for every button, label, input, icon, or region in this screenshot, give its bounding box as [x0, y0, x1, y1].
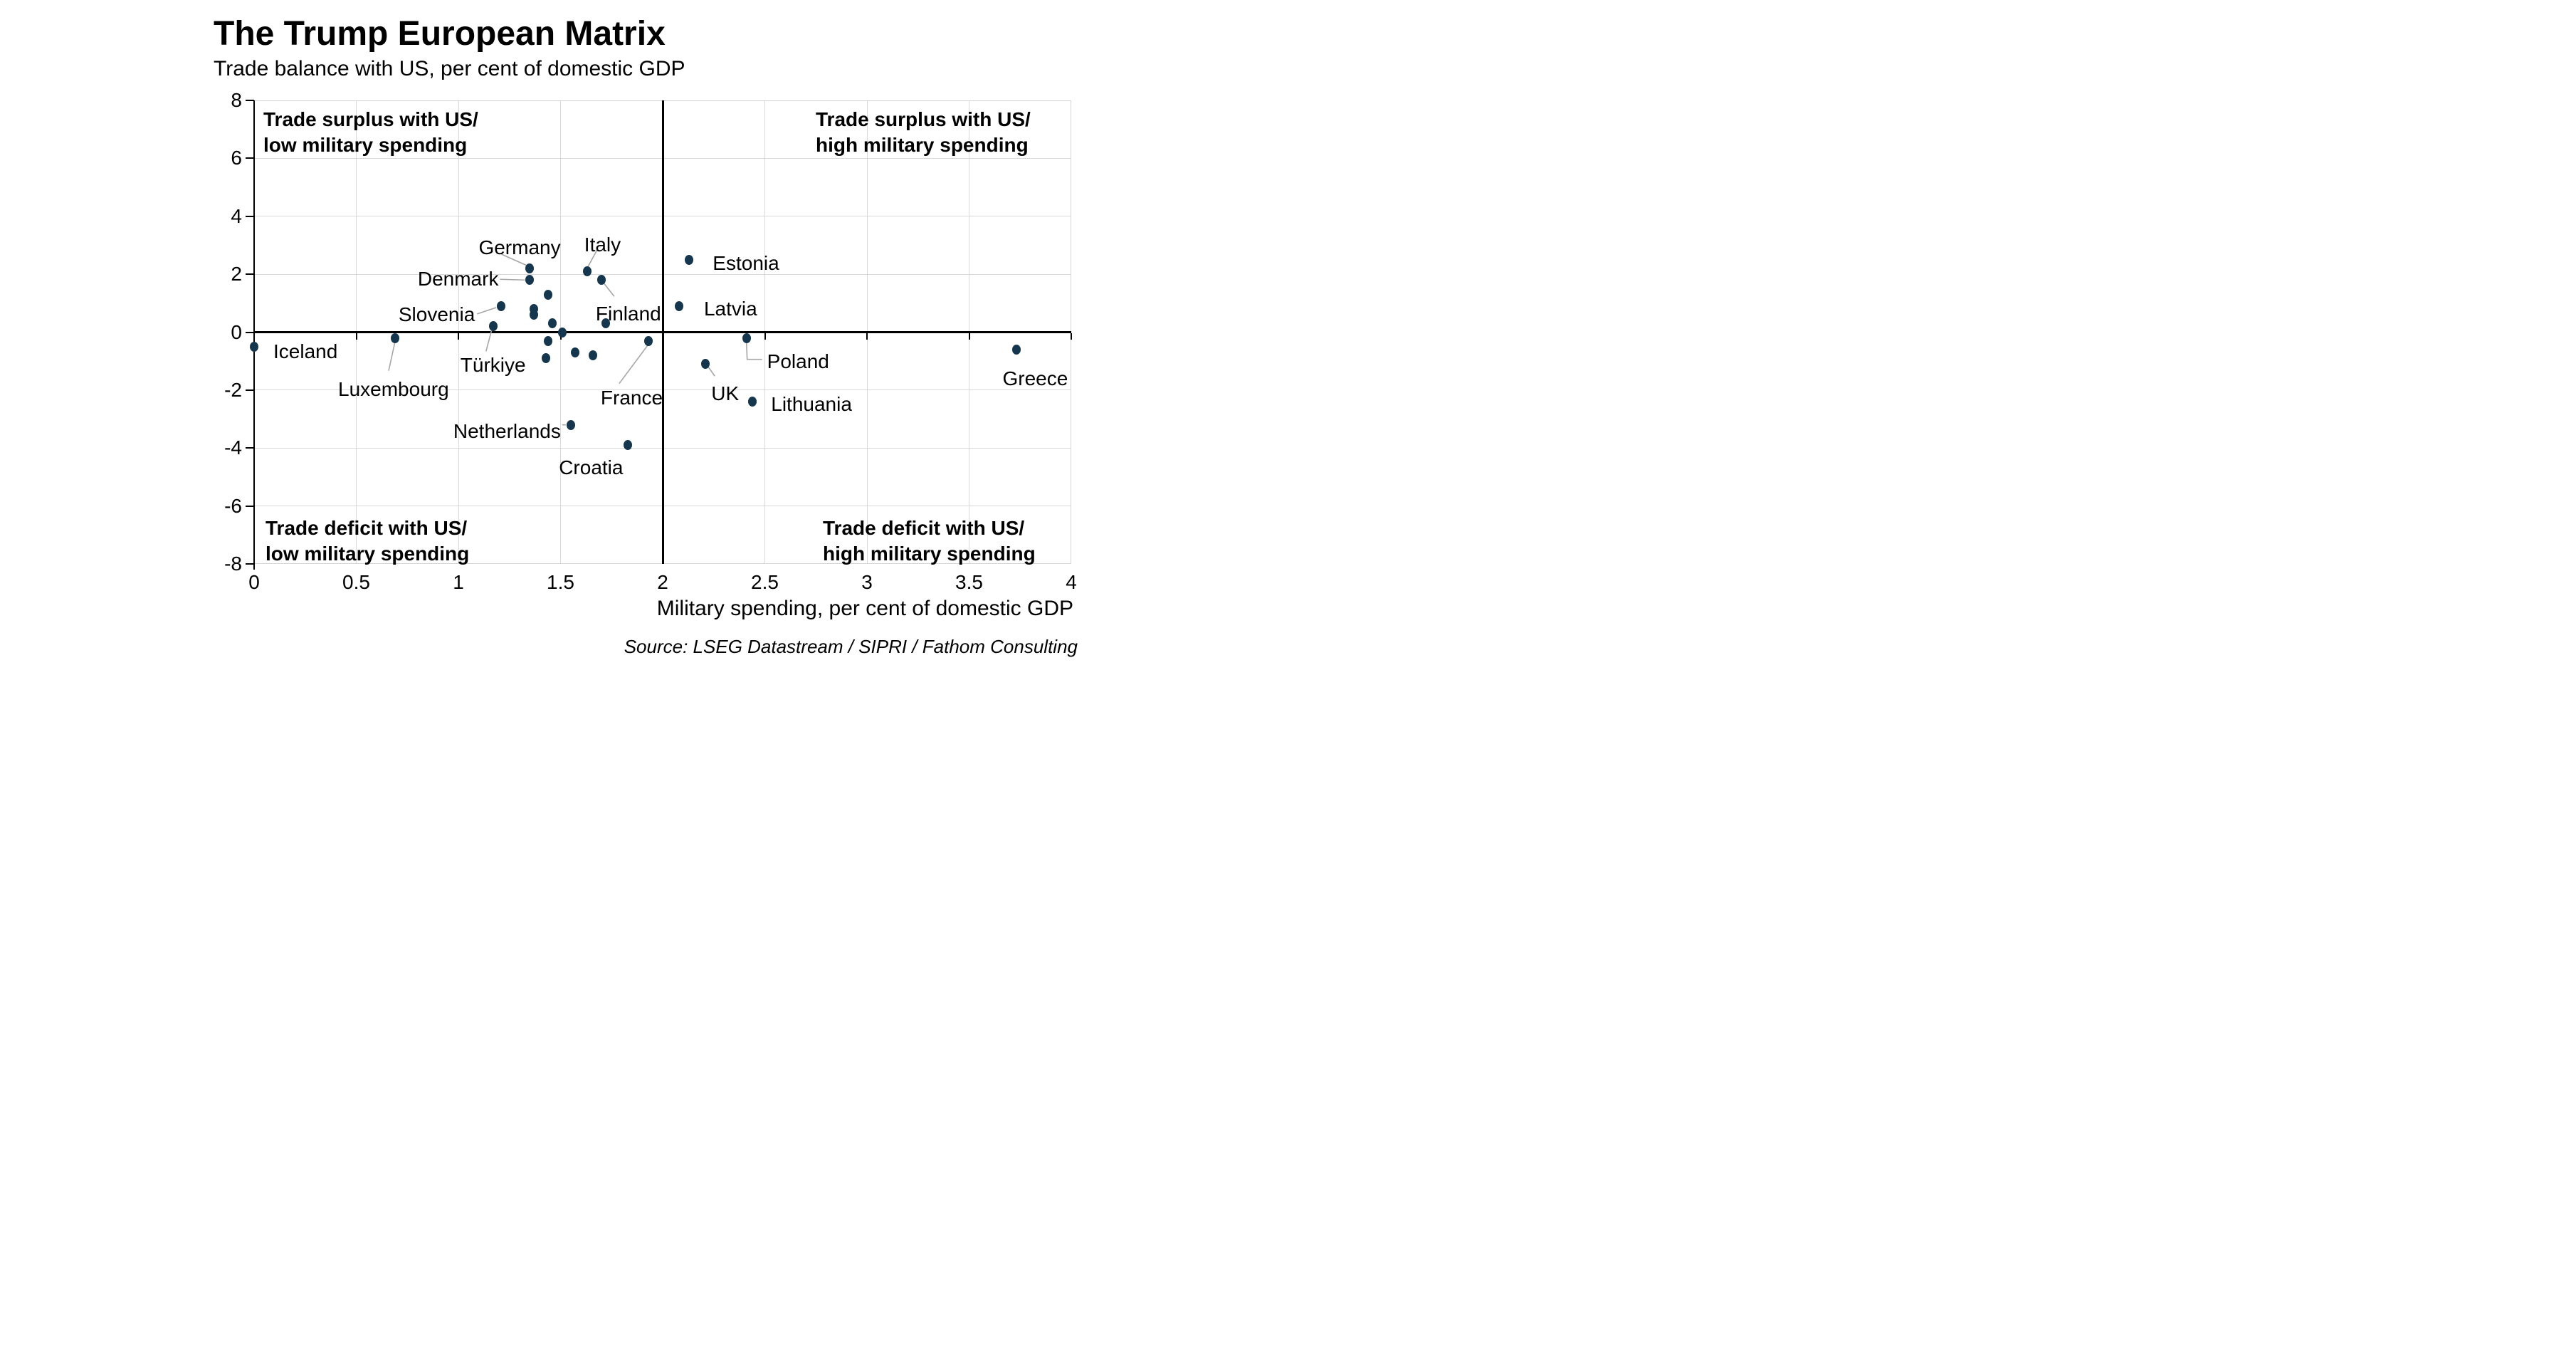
x-tick-label: 3 — [861, 571, 873, 593]
y-tick-label: 2 — [231, 263, 242, 286]
quadrant-label-bottom-left: Trade deficit with US/low military spend… — [266, 517, 470, 565]
data-point-unlabeled — [589, 350, 598, 361]
country-label-netherlands: Netherlands — [453, 419, 561, 442]
leader-line-luxembourg — [388, 341, 396, 371]
data-point-italy — [582, 266, 592, 277]
y-tick-label: 4 — [231, 204, 242, 227]
y-tick-label: -2 — [224, 378, 242, 401]
country-label-türkiye: Türkiye — [460, 354, 526, 377]
y-tick-label: -4 — [224, 436, 242, 459]
y-tick-label: 6 — [231, 147, 242, 169]
country-label-luxembourg: Luxembourg — [338, 377, 449, 400]
y-tick-label: -8 — [224, 553, 242, 575]
y-axis-tick — [246, 331, 254, 333]
y-axis-tick — [246, 563, 254, 565]
country-label-denmark: Denmark — [417, 268, 499, 291]
country-label-latvia: Latvia — [703, 297, 757, 320]
x-axis-tick — [1071, 333, 1072, 340]
data-point-netherlands — [566, 419, 575, 430]
data-point-greece — [1011, 344, 1021, 355]
y-axis-tick — [246, 389, 254, 391]
y-tick-label: 0 — [231, 320, 242, 343]
data-point-unlabeled — [544, 289, 553, 300]
leader-line-denmark — [500, 278, 525, 281]
country-label-poland: Poland — [767, 350, 829, 372]
x-axis-tick — [968, 333, 970, 340]
data-point-türkiye — [488, 321, 498, 332]
data-point-denmark — [525, 275, 535, 286]
y-axis-tick — [246, 273, 254, 276]
leader-line-france — [619, 344, 649, 384]
x-axis-tick — [355, 333, 357, 340]
x-tick-label: 4 — [1066, 571, 1077, 593]
data-point-unlabeled — [601, 318, 610, 329]
country-label-iceland: Iceland — [273, 340, 338, 362]
leader-line-finland — [603, 282, 615, 297]
data-point-france — [643, 335, 653, 346]
x-tick-label: 1.5 — [547, 571, 574, 593]
x-tick-label: 0 — [248, 571, 260, 593]
data-point-unlabeled — [548, 318, 557, 329]
x-axis-tick — [866, 333, 868, 340]
y-axis-tick — [246, 215, 254, 217]
data-point-iceland — [250, 341, 258, 352]
data-point-unlabeled — [558, 327, 567, 338]
x-axis-tick — [458, 333, 459, 340]
y-axis-tick — [246, 505, 254, 507]
data-point-lithuania — [748, 397, 757, 407]
data-point-croatia — [624, 440, 633, 451]
x-tick-label: 2.5 — [751, 571, 779, 593]
country-label-croatia: Croatia — [559, 456, 624, 479]
quadrant-label-top-right: Trade surplus with US/high military spen… — [816, 108, 1031, 156]
leader-line-slovenia — [477, 307, 497, 315]
chart-page: The Trump European Matrix Trade balance … — [0, 0, 1288, 675]
data-point-unlabeled — [530, 310, 539, 320]
country-label-italy: Italy — [584, 234, 621, 256]
country-label-greece: Greece — [1002, 367, 1068, 389]
country-label-germany: Germany — [478, 236, 561, 258]
y-axis-tick — [246, 100, 254, 101]
x-tick-label: 2 — [657, 571, 668, 593]
y-tick-label: 8 — [231, 89, 242, 111]
x-axis-tick — [764, 333, 766, 340]
data-point-latvia — [674, 300, 683, 311]
chart-title: The Trump European Matrix — [214, 15, 666, 53]
data-point-slovenia — [497, 300, 506, 311]
data-point-estonia — [685, 254, 694, 265]
data-point-poland — [742, 333, 751, 343]
x-tick-label: 3.5 — [955, 571, 983, 593]
chart-subtitle: Trade balance with US, per cent of domes… — [214, 57, 685, 80]
y-axis-tick — [246, 447, 254, 449]
country-label-lithuania: Lithuania — [771, 393, 852, 416]
data-point-luxembourg — [391, 333, 400, 343]
quadrant-label-bottom-right: Trade deficit with US/high military spen… — [823, 517, 1036, 565]
y-tick-label: -6 — [224, 494, 242, 517]
data-point-finland — [596, 275, 606, 286]
country-label-estonia: Estonia — [713, 251, 779, 274]
data-point-uk — [701, 359, 710, 370]
quadrant-divider-line — [661, 100, 664, 564]
data-point-unlabeled — [542, 353, 551, 364]
quadrant-label-top-left: Trade surplus with US/low military spend… — [263, 108, 478, 156]
country-label-uk: UK — [711, 382, 740, 405]
data-point-germany — [525, 263, 535, 273]
leader-line-poland — [745, 341, 762, 360]
source-note: Source: LSEG Datastream / SIPRI / Fathom… — [624, 636, 1078, 657]
country-label-slovenia: Slovenia — [398, 303, 475, 325]
y-axis-line — [253, 100, 255, 570]
country-label-france: France — [600, 386, 663, 409]
x-axis-title: Military spending, per cent of domestic … — [656, 597, 1073, 620]
data-point-unlabeled — [570, 347, 579, 357]
x-tick-label: 1 — [453, 571, 464, 593]
leader-line-uk — [707, 365, 715, 377]
x-tick-label: 0.5 — [342, 571, 370, 593]
y-axis-tick — [246, 157, 254, 159]
data-point-unlabeled — [544, 335, 553, 346]
